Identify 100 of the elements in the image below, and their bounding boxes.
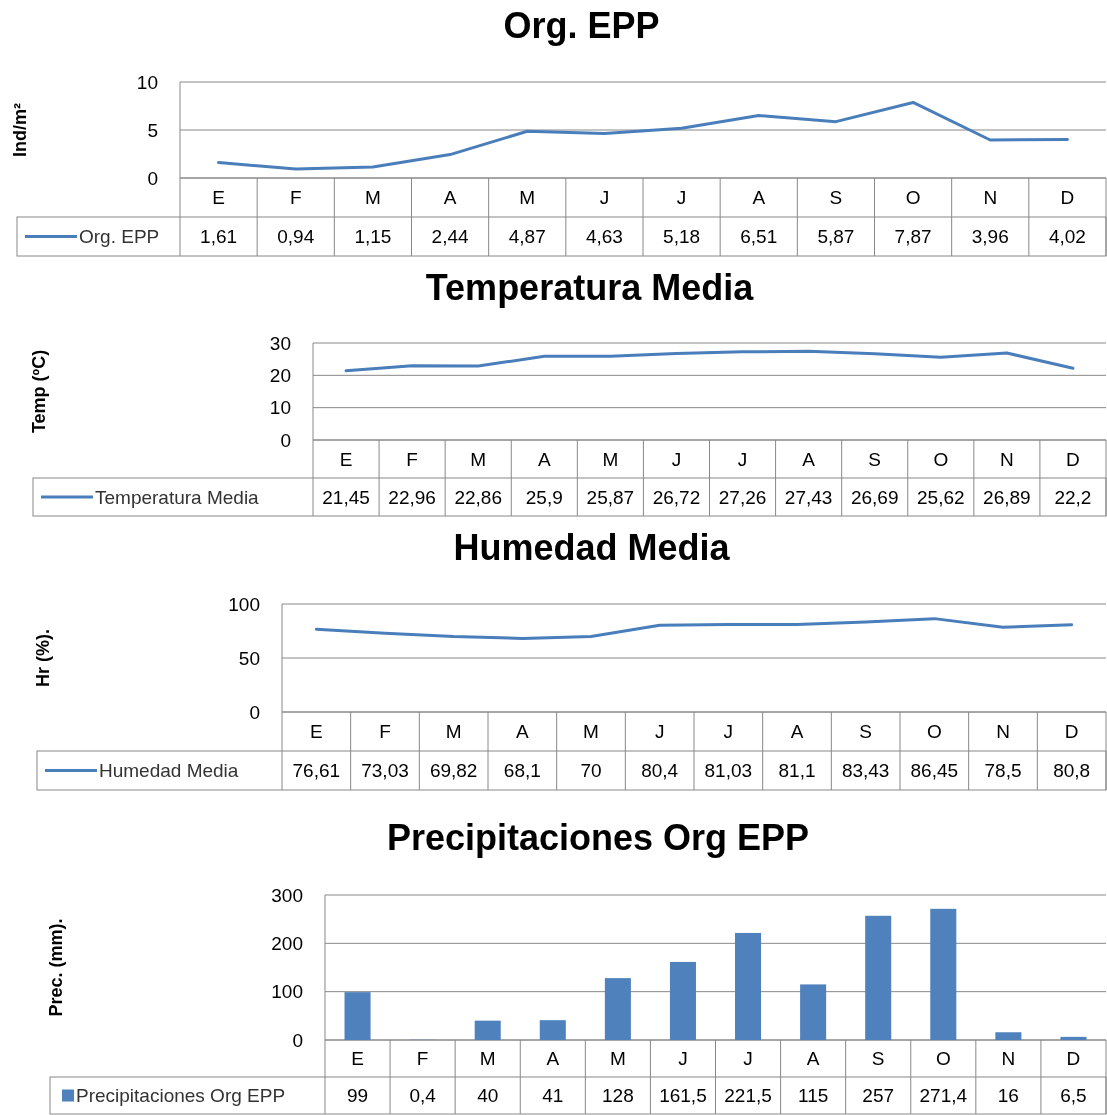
data-label: 21,45	[322, 486, 370, 508]
x-tick-label: S	[859, 721, 873, 743]
x-tick-label: D	[1066, 448, 1080, 470]
y-axis-title: Prec. (mm).	[46, 918, 66, 1017]
y-tick-label: 0	[147, 167, 158, 189]
data-label: 115	[797, 1085, 829, 1107]
legend-label: Humedad Media	[99, 760, 239, 782]
y-axis-title: Temp (ºC)	[29, 349, 49, 434]
x-tick-label: M	[445, 721, 462, 743]
x-tick-label: O	[905, 187, 921, 209]
data-label: 83,43	[841, 760, 890, 782]
bar	[800, 984, 827, 1040]
data-label: 7,87	[894, 226, 932, 248]
legend-label: Org. EPP	[79, 226, 160, 248]
x-tick-label: E	[351, 1048, 364, 1070]
line-series	[217, 100, 1069, 171]
y-tick-label: 30	[269, 332, 291, 354]
bar	[865, 915, 892, 1040]
data-label: 69,82	[429, 760, 478, 782]
data-label: 3,96	[971, 226, 1009, 248]
y-tick-label: 20	[269, 364, 291, 386]
x-tick-label: S	[868, 448, 882, 470]
y-tick-label: 100	[271, 981, 303, 1003]
x-tick-label: F	[406, 448, 418, 470]
data-label: 78,5	[984, 760, 1022, 782]
data-label: 161,5	[659, 1085, 707, 1107]
x-tick-label: J	[678, 1048, 688, 1070]
x-tick-label: J	[737, 448, 748, 470]
line-series	[344, 349, 1075, 373]
data-label: 6,5	[1060, 1085, 1087, 1107]
y-axis-title: Ind/m²	[10, 103, 30, 157]
data-label: 81,1	[778, 760, 816, 782]
x-tick-label: N	[983, 187, 998, 209]
data-label: 0,4	[409, 1085, 437, 1107]
y-tick-label: 0	[292, 1029, 303, 1051]
y-tick-label: 0	[249, 701, 260, 723]
data-label: 99	[346, 1085, 369, 1107]
x-tick-label: N	[1000, 448, 1014, 470]
x-tick-label: D	[1064, 721, 1079, 743]
data-label: 5,18	[663, 226, 701, 248]
x-tick-label: E	[309, 721, 323, 743]
data-label: 80,4	[641, 760, 679, 782]
chart-title: Org. EPP	[503, 5, 660, 46]
x-tick-label: D	[1060, 187, 1075, 209]
data-label: 25,9	[525, 486, 563, 508]
data-label: 4,87	[508, 226, 546, 248]
data-label: 22,96	[388, 486, 436, 508]
data-label: 257	[862, 1085, 895, 1107]
x-tick-label: E	[212, 187, 225, 209]
line-series	[314, 617, 1074, 640]
x-tick-label: A	[515, 721, 529, 743]
data-label: 5,87	[817, 226, 855, 248]
chart-title: Humedad Media	[453, 527, 731, 568]
data-label: 22,2	[1054, 486, 1092, 508]
x-tick-label: D	[1066, 1048, 1081, 1070]
x-tick-label: O	[933, 448, 949, 470]
data-label: 68,1	[503, 760, 541, 782]
y-axis-title: Hr (%).	[33, 629, 53, 687]
bar	[995, 1032, 1022, 1040]
data-label: 25,62	[917, 486, 965, 508]
x-tick-label: A	[806, 1048, 820, 1070]
x-tick-label: M	[470, 448, 487, 470]
x-tick-label: O	[935, 1048, 951, 1070]
x-tick-label: A	[752, 187, 766, 209]
x-tick-label: S	[871, 1048, 885, 1070]
y-tick-label: 10	[269, 397, 291, 419]
data-label: 27,26	[718, 486, 767, 508]
data-label: 73,03	[361, 760, 409, 782]
x-tick-label: M	[365, 187, 381, 209]
x-tick-label: M	[519, 187, 536, 209]
data-label: 1,15	[354, 226, 392, 248]
data-label: 22,86	[454, 486, 502, 508]
data-label: 6,51	[740, 226, 778, 248]
data-label: 26,69	[850, 486, 899, 508]
y-tick-label: 10	[136, 71, 158, 93]
y-tick-label: 0	[280, 429, 291, 451]
x-tick-label: F	[289, 187, 302, 209]
data-label: 27,43	[784, 486, 833, 508]
legend-label: Temperatura Media	[95, 486, 260, 508]
x-tick-label: J	[723, 721, 734, 743]
x-tick-label: J	[671, 448, 682, 470]
data-label: 70	[580, 760, 602, 782]
x-tick-label: J	[676, 187, 687, 209]
data-label: 2,44	[431, 226, 469, 248]
data-label: 25,87	[586, 486, 635, 508]
data-label: 16	[997, 1085, 1019, 1107]
x-tick-label: A	[546, 1048, 560, 1070]
bar	[344, 992, 371, 1040]
x-tick-label: F	[379, 721, 391, 743]
x-tick-label: S	[829, 187, 843, 209]
legend-label: Precipitaciones Org EPP	[76, 1085, 286, 1107]
x-tick-label: A	[790, 721, 804, 743]
data-label: 4,02	[1048, 226, 1086, 248]
data-label: 128	[602, 1085, 634, 1107]
y-tick-label: 5	[147, 119, 158, 141]
data-label: 81,03	[704, 760, 753, 782]
y-tick-label: 200	[271, 932, 303, 954]
chart-title: Precipitaciones Org EPP	[386, 817, 810, 858]
x-tick-label: A	[443, 187, 457, 209]
x-tick-label: M	[583, 721, 599, 743]
